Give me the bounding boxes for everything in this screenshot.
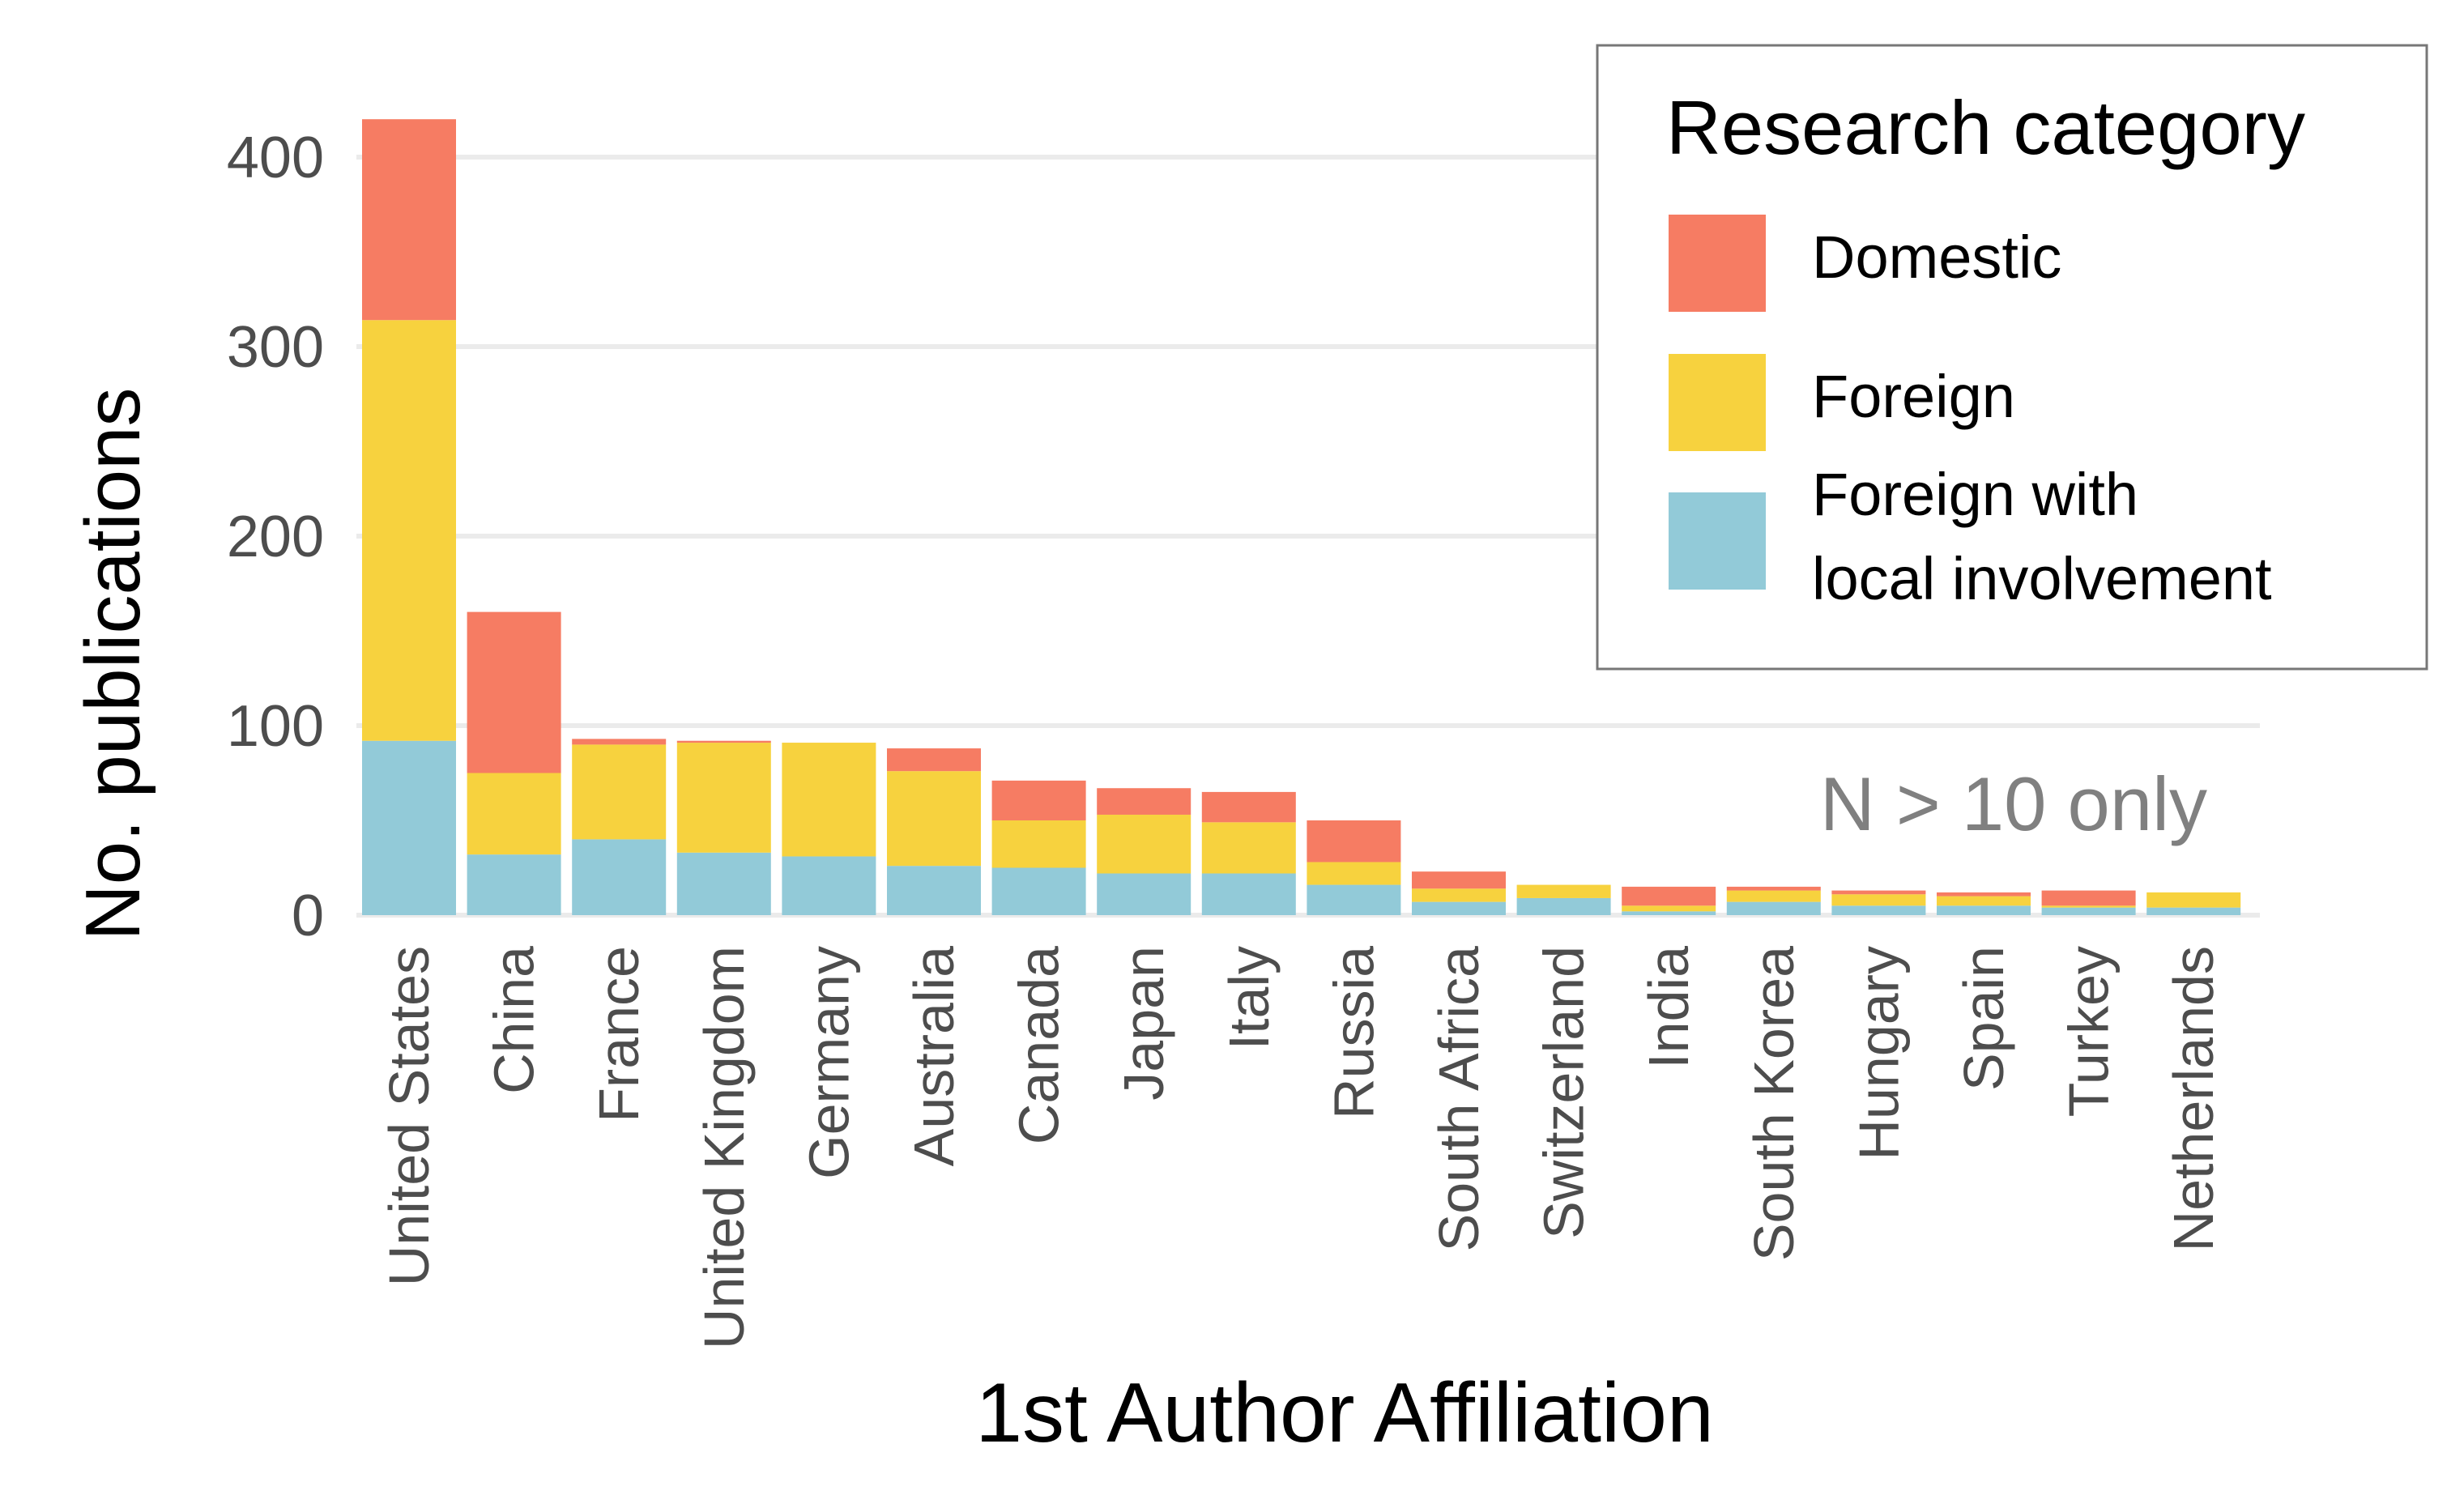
bar-segment: [887, 748, 981, 772]
bar-segment: [1516, 884, 1611, 898]
bar-segment: [2041, 890, 2136, 906]
bar-segment: [1622, 886, 1716, 906]
x-tick-label: United States: [377, 946, 441, 1286]
bar-segment: [467, 773, 561, 855]
legend-swatch-foreign-local: [1669, 492, 1766, 590]
x-tick-label: Spain: [1952, 946, 2015, 1091]
bar-segment: [1726, 886, 1821, 891]
bar-segment: [2146, 907, 2241, 915]
x-tick-label: Australia: [902, 946, 966, 1166]
bar-segment: [2146, 892, 2241, 908]
bar-segment: [676, 852, 771, 915]
bar-segment: [887, 771, 981, 867]
x-tick-label: Turkey: [2057, 946, 2121, 1117]
bar-segment: [1307, 820, 1401, 862]
bar-segment: [1726, 890, 1821, 902]
bar-segment: [1937, 905, 2031, 915]
bar-segment: [1726, 901, 1821, 915]
x-tick-label: Italy: [1217, 946, 1281, 1050]
bar-segment: [1412, 888, 1506, 902]
bar-segment: [2041, 905, 2136, 908]
bar-segment: [1516, 897, 1611, 915]
x-tick-label: South Korea: [1742, 946, 1805, 1261]
bar-segment: [1201, 873, 1296, 915]
bar-segment: [362, 119, 456, 321]
bar-segment: [1622, 905, 1716, 912]
bar-segment: [362, 320, 456, 741]
y-axis-title: No. publications: [70, 387, 156, 940]
x-tick-label: Hungary: [1847, 946, 1910, 1161]
bar-segment: [676, 740, 771, 743]
bar-segment: [676, 743, 771, 853]
bars: [362, 119, 2241, 915]
bar-segment: [782, 856, 876, 915]
y-tick-label: 100: [227, 694, 324, 759]
legend-label-foreign-local-line2: local involvement: [1812, 545, 2272, 612]
x-tick-label: Netherlands: [2162, 946, 2225, 1251]
bar-segment: [991, 867, 1086, 915]
x-tick-label: India: [1637, 946, 1700, 1069]
bar-segment: [1831, 890, 1926, 895]
x-tick-label: South Africa: [1427, 946, 1490, 1252]
bar-segment: [1622, 911, 1716, 915]
y-tick-label: 0: [292, 884, 324, 948]
x-tick-label: Switzerland: [1533, 946, 1596, 1239]
legend-swatch-domestic: [1669, 215, 1766, 312]
bar-segment: [2041, 907, 2136, 915]
legend-swatch-foreign: [1669, 354, 1766, 451]
x-tick-label: Japan: [1112, 946, 1175, 1101]
x-tick-label: China: [483, 946, 546, 1094]
bar-segment: [572, 744, 667, 840]
bar-segment: [1307, 862, 1401, 885]
x-axis-ticks: United States China France United Kingdom Ge…: [377, 946, 2225, 1349]
filter-note: N > 10 only: [1820, 761, 2207, 846]
bar-segment: [1307, 884, 1401, 915]
bar-segment: [887, 866, 981, 915]
bar-segment: [467, 854, 561, 915]
bar-segment: [1937, 892, 2031, 897]
bar-segment: [782, 743, 876, 857]
y-tick-label: 200: [227, 505, 324, 569]
x-tick-label: United Kingdom: [693, 946, 756, 1349]
bar-segment: [1201, 791, 1296, 823]
bar-segment: [1097, 814, 1192, 874]
bar-segment: [991, 820, 1086, 868]
bar-segment: [1412, 871, 1506, 889]
bar-segment: [1937, 896, 2031, 906]
legend: Research category Domestic Foreign Forei…: [1596, 44, 2428, 671]
x-tick-label: France: [587, 946, 650, 1122]
legend-label-foreign: Foreign: [1812, 363, 2015, 430]
bar-segment: [1831, 905, 1926, 915]
bar-segment: [1412, 901, 1506, 915]
bar-segment: [467, 611, 561, 773]
bar-segment: [991, 780, 1086, 820]
y-tick-label: 400: [227, 126, 324, 190]
y-axis-ticks: 0 100 200 300 400: [227, 126, 324, 948]
bar-segment: [1097, 788, 1192, 815]
legend-label-foreign-local-line1: Foreign with: [1812, 461, 2138, 528]
legend-title: Research category: [1666, 85, 2305, 170]
bar-segment: [572, 739, 667, 745]
bar-segment: [1097, 873, 1192, 915]
legend-label-domestic: Domestic: [1812, 224, 2061, 291]
bar-segment: [362, 740, 456, 915]
bar-segment: [1201, 822, 1296, 874]
x-tick-label: Russia: [1322, 946, 1385, 1119]
bar-segment: [572, 839, 667, 915]
y-tick-label: 300: [227, 315, 324, 380]
x-tick-label: Germany: [797, 946, 860, 1179]
bar-segment: [1831, 894, 1926, 906]
x-tick-label: Canada: [1008, 946, 1071, 1144]
x-axis-title: 1st Author Affiliation: [975, 1366, 1714, 1460]
